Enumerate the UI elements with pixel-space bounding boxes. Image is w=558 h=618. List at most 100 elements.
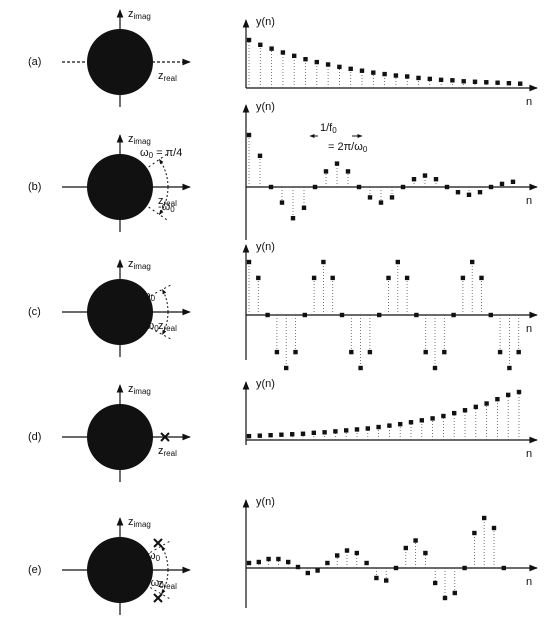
annotation-part: -ω [142, 320, 155, 332]
sample [246, 560, 252, 566]
pole-ray [119, 152, 170, 188]
annotation-part: 0 [149, 151, 154, 160]
sample [441, 413, 446, 419]
sample [510, 179, 516, 184]
sample [516, 349, 521, 355]
z-real-label-part: real [164, 199, 178, 208]
sample [384, 578, 389, 583]
sample [290, 216, 296, 221]
annotation-part: 0 [332, 126, 337, 135]
angle-arc [158, 159, 169, 188]
sample [423, 550, 428, 556]
sample [472, 530, 477, 536]
z-real-label: zreal [158, 195, 177, 208]
sample [484, 80, 489, 85]
annotation: -ω0 [158, 201, 175, 214]
sample [265, 312, 270, 318]
sample [460, 275, 466, 281]
sample [479, 275, 484, 281]
sample [433, 177, 439, 182]
sample [408, 420, 414, 425]
z-imag-label: zimag [128, 8, 151, 21]
sample [411, 177, 417, 182]
sample [482, 515, 487, 521]
sample [315, 568, 320, 573]
sample [256, 275, 261, 281]
sample [416, 75, 421, 81]
z-real-label: zreal [158, 320, 177, 333]
z-imag-label-part: z [128, 258, 134, 270]
sample [322, 430, 327, 435]
sample [452, 590, 457, 596]
sample [301, 205, 307, 210]
annotation-part: = π/4 [153, 147, 182, 159]
annotation: ω0 [147, 550, 161, 563]
sample [404, 275, 410, 281]
sample [472, 79, 478, 84]
z-imag-label-part: imag [134, 12, 151, 21]
sample [433, 580, 438, 586]
sample [451, 312, 456, 318]
sample [330, 275, 335, 281]
sample [488, 184, 494, 190]
sample [295, 564, 301, 570]
sample [499, 181, 505, 187]
sample [302, 312, 307, 318]
sample [422, 173, 428, 178]
sample [400, 184, 406, 190]
sample [284, 365, 289, 371]
z-imag-label: zimag [128, 383, 151, 396]
sample [303, 57, 308, 62]
sample [501, 565, 506, 571]
sample [430, 416, 435, 421]
sample [280, 50, 286, 55]
z-imag-label-part: z [128, 133, 134, 145]
sample [497, 349, 503, 355]
sample [279, 200, 285, 205]
sample [507, 365, 512, 371]
sample [321, 259, 326, 265]
sample [290, 432, 295, 437]
y-axis-label: y(n) [256, 101, 275, 113]
sample [405, 74, 410, 79]
annotation: = 2π/ω0 [328, 141, 368, 154]
sample [349, 349, 354, 355]
sample [484, 401, 489, 406]
sample [256, 559, 261, 565]
y-axis-label: y(n) [256, 241, 275, 253]
panel-label: (c) [28, 306, 41, 318]
annotation-part: = 2π/ω [328, 141, 363, 153]
pole-ray [119, 539, 173, 571]
z-imag-label-part: imag [134, 137, 151, 146]
annotation-part: ω [140, 147, 149, 159]
sample [359, 68, 365, 73]
z-real-label-part: z [158, 445, 164, 457]
y-axis-label: y(n) [256, 496, 275, 508]
panel-label: (e) [28, 564, 41, 576]
sample [414, 312, 419, 318]
z-real-label: zreal [158, 445, 177, 458]
sample [311, 275, 317, 281]
sample [488, 312, 493, 318]
sample [268, 184, 274, 190]
sample [395, 259, 400, 265]
annotation-part: 1/f [320, 122, 333, 134]
sample [312, 184, 318, 190]
sample [423, 349, 428, 355]
sample [452, 410, 457, 416]
z-real-label: zreal [158, 70, 177, 83]
n-axis-label: n [526, 96, 532, 108]
sample [246, 259, 252, 265]
n-axis-label: n [526, 576, 532, 588]
unit-disc [87, 29, 153, 95]
angle-arc [161, 289, 169, 313]
panel-label: (d) [28, 431, 41, 443]
sample [365, 426, 370, 431]
panel-label: (a) [28, 56, 41, 68]
z-imag-label-part: z [128, 8, 134, 20]
sample [432, 365, 438, 371]
annotation: 1/f0 [320, 122, 337, 135]
annotation: -ω0 [142, 320, 159, 333]
sample [305, 570, 310, 576]
z-imag-label: zimag [128, 133, 151, 146]
